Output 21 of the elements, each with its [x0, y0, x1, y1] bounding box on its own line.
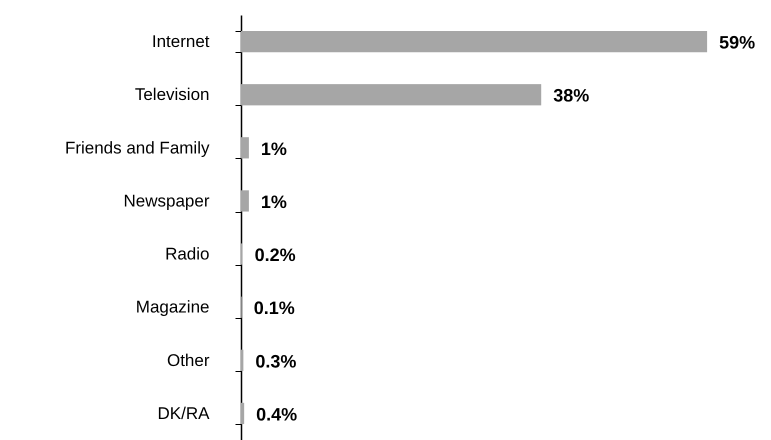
- y-tick-label: DK/RA: [158, 404, 210, 423]
- data-label: 0.4%: [256, 404, 298, 424]
- data-label: 0.2%: [254, 245, 296, 266]
- y-tick-label: Internet: [152, 32, 210, 52]
- data-label: 38%: [553, 86, 590, 106]
- y-tick-label: Other: [166, 350, 210, 370]
- bar: [241, 30, 708, 52]
- bar: [241, 137, 249, 158]
- data-label: 0.3%: [255, 351, 296, 372]
- y-tick-label: Television: [134, 85, 210, 104]
- y-tick-label: Friends and Family: [64, 138, 210, 158]
- y-tick-label: Radio: [165, 244, 210, 264]
- bar: [241, 84, 542, 106]
- y-tick-label: Magazine: [136, 298, 210, 317]
- data-label: 59%: [719, 32, 756, 53]
- y-tick-label: Newspaper: [124, 191, 210, 210]
- data-label: 0.1%: [254, 298, 295, 318]
- bar: [241, 190, 249, 212]
- data-label: 1%: [260, 192, 287, 212]
- data-label: 1%: [260, 138, 287, 159]
- bar: [241, 402, 244, 424]
